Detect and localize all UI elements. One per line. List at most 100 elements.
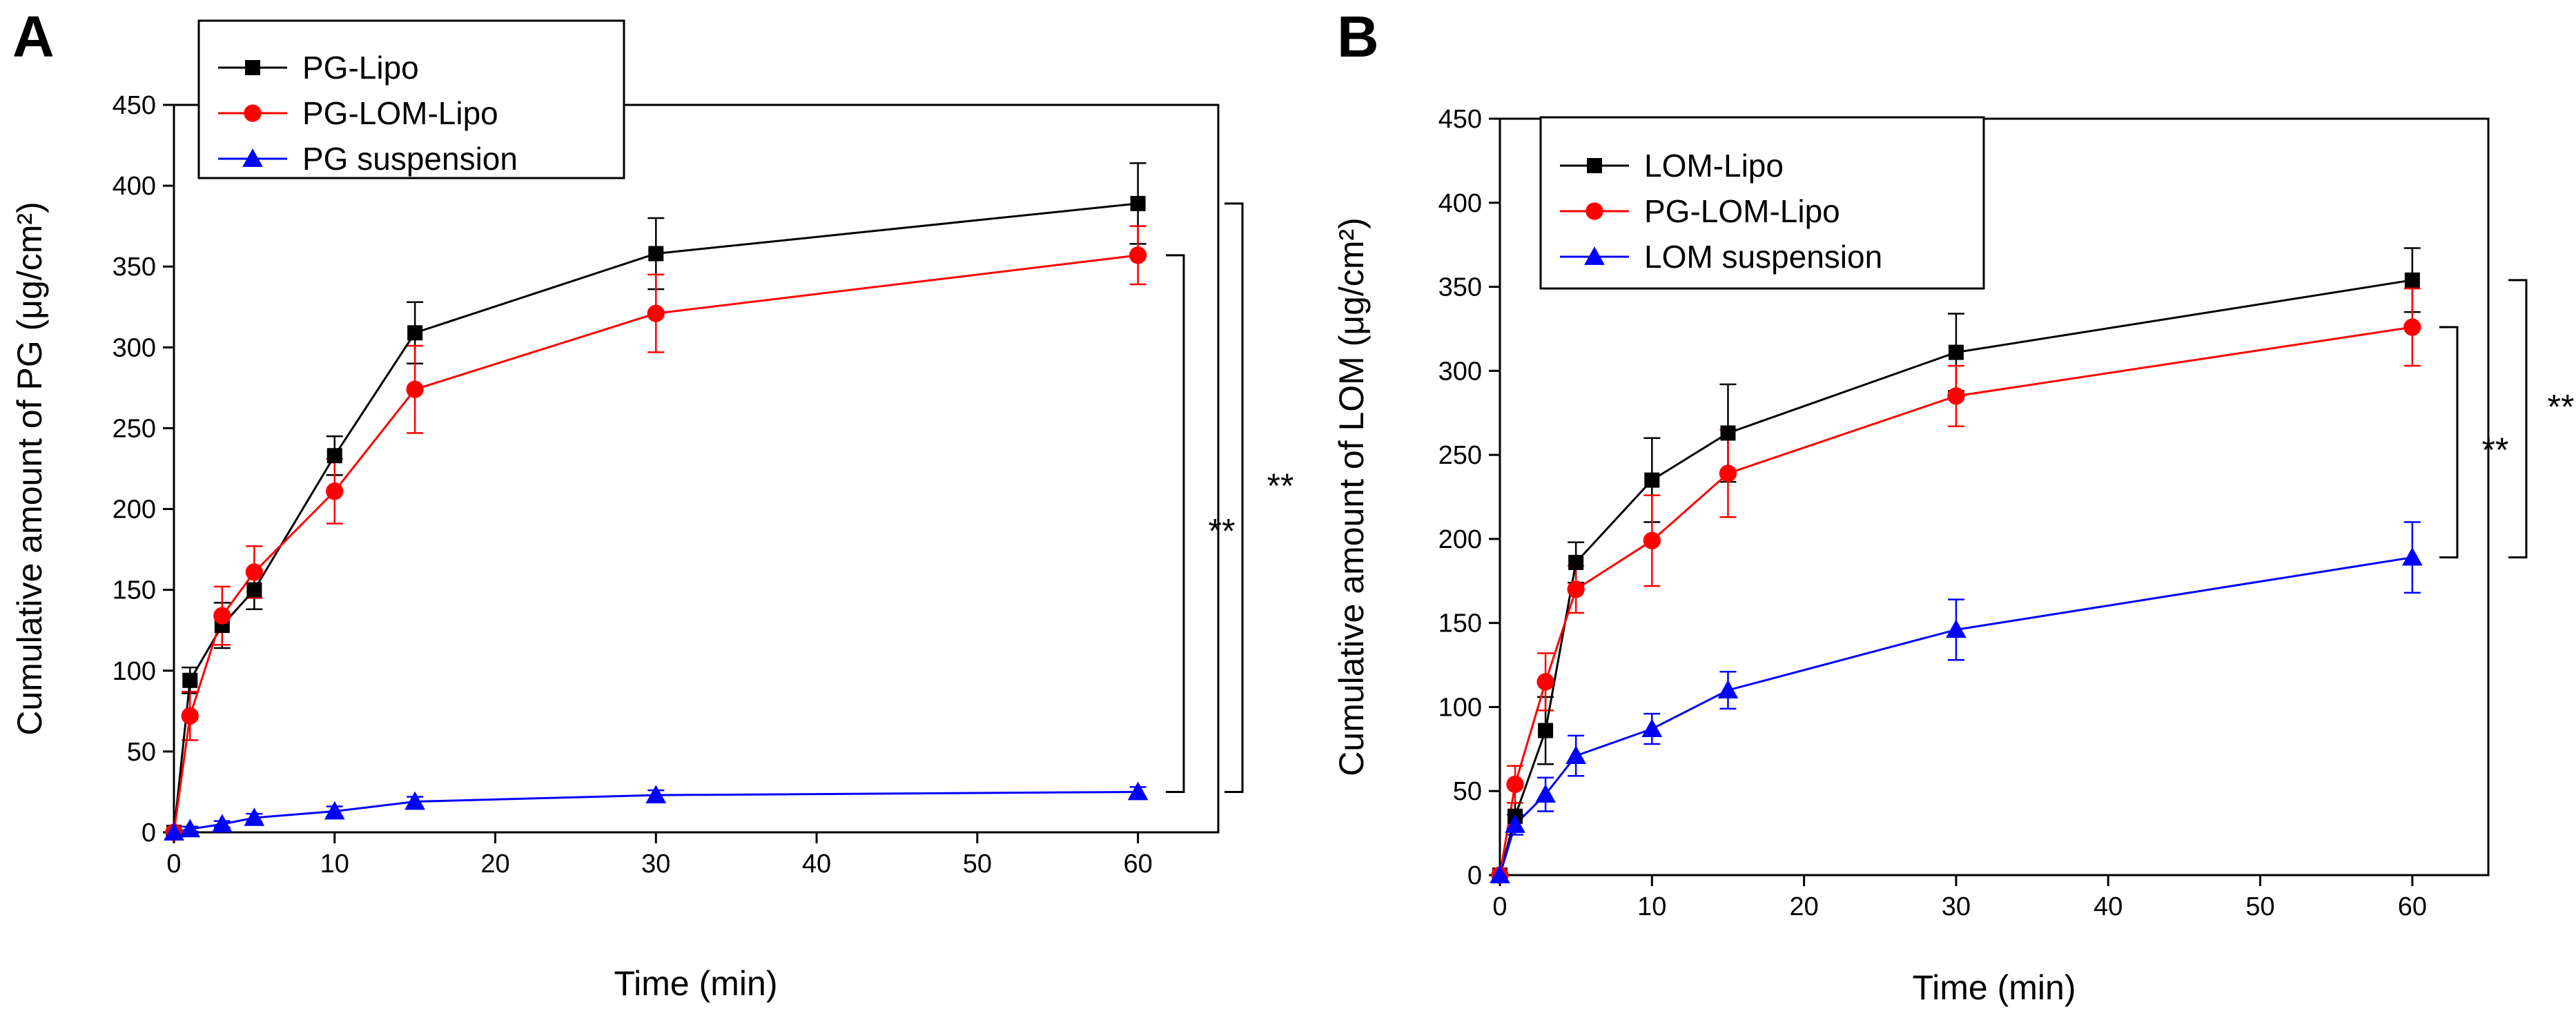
panel-b-lom-suspension-point: [1565, 745, 1587, 764]
panel-a-legend-swatch-marker: [245, 60, 260, 75]
panel-a-pg-suspension-point: [404, 791, 426, 810]
panel-b-y-tick-label: 350: [1438, 273, 1482, 302]
panel-b-pg-lom-lipo-point: [1719, 464, 1737, 482]
panel-b-lom-lipo-point: [1568, 554, 1584, 570]
panel-b-legend-box: [1539, 116, 1985, 290]
panel-a-x-tick-label: 50: [963, 850, 992, 879]
panel-b-pg-lom-lipo-line: [1499, 326, 2413, 876]
panel-a-y-tick-label: 350: [113, 253, 156, 282]
panel-b-significance-label: **: [2482, 431, 2509, 469]
panel-b-lom-suspension-point: [2401, 547, 2423, 566]
panel-b-letter: B: [1337, 4, 1379, 69]
panel-b-pg-lom-lipo-point: [1536, 673, 1554, 691]
panel-b-lom-lipo-point: [1538, 723, 1554, 738]
panel-b-lom-suspension-point: [1946, 619, 1967, 638]
panel-b-lom-suspension-point: [1717, 680, 1739, 698]
panel-b-pg-lom-lipo-point: [1567, 580, 1585, 598]
panel-a-x-tick-label: 10: [320, 850, 349, 879]
panel-a-pg-lipo-line: [173, 202, 1138, 833]
panel-a-legend-label: PG-LOM-Lipo: [302, 95, 498, 131]
panel-b-x-tick-label: 60: [2398, 892, 2427, 921]
panel-b-significance-brackets: ** **: [2439, 279, 2574, 559]
panel-b-legend: LOM-Lipo PG-LOM-Lipo LOM suspension: [1539, 116, 1985, 290]
panel-b-axis-ticks: 0 10 20 30 40 50 60 0 50 100 150 200 250 300 350 400 450: [1438, 105, 2427, 921]
panel-b-y-axis-title: Cumulative amount of LOM (μg/cm²): [1332, 217, 1371, 776]
panel-b-legend-label: LOM-Lipo: [1644, 148, 1784, 184]
panel-a-significance-label: **: [1267, 467, 1294, 505]
panel-b-legend-swatch-marker: [1585, 202, 1603, 220]
panel-a-pg-suspension-point: [179, 819, 201, 838]
panel-b-lom-suspension-point: [1641, 718, 1663, 737]
panel-a-legend-item-pg-suspension: PG suspension: [218, 141, 518, 177]
panel-b-y-tick-label: 200: [1438, 525, 1482, 554]
panel-b-x-tick-label: 40: [2094, 892, 2123, 921]
panel-b-x-tick-label: 50: [2245, 892, 2274, 921]
panel-a-legend-item-pg-lom-lipo: PG-LOM-Lipo: [218, 95, 498, 131]
panel-a-pg-lipo-point: [1130, 195, 1146, 211]
panel-a-y-tick-label: 400: [113, 172, 156, 201]
chart-panel-b: B 0 10 20 30 40 50 60 0 50 100 150 200 250 300 350 400 4…: [1332, 4, 2574, 1007]
panel-b-pg-lom-lipo-point: [1947, 387, 1965, 405]
panel-a-x-tick-label: 20: [480, 850, 509, 879]
panel-a-pg-lom-lipo-point: [1129, 246, 1147, 264]
panel-a-y-axis-title: Cumulative amount of PG (μg/cm²): [10, 202, 49, 736]
panel-b-y-tick-label: 150: [1438, 609, 1482, 638]
panel-b-x-tick-label: 10: [1637, 892, 1666, 921]
panel-a-x-tick-label: 0: [166, 850, 181, 879]
panel-a-pg-lipo-point: [407, 325, 423, 341]
panel-a-y-tick-label: 200: [113, 496, 156, 525]
panel-b-legend-label: LOM suspension: [1644, 239, 1882, 275]
panel-a-y-tick-label: 250: [113, 414, 156, 443]
panel-a-pg-suspension-point: [324, 801, 345, 820]
chart-panel-a: A 0 10 20 30 40 50 60 0 50 100 150 200 250 300 350 400 4…: [10, 4, 1294, 1003]
panel-b-x-tick-label: 30: [1942, 892, 1971, 921]
panel-b-y-tick-label: 100: [1438, 693, 1482, 722]
panel-b-x-tick-label: 20: [1789, 892, 1818, 921]
panel-b-pg-lom-lipo-point: [1643, 531, 1661, 549]
panel-a-x-tick-label: 40: [802, 850, 831, 879]
panel-b-plot-frame: [1499, 117, 2490, 876]
panel-a-pg-lipo-point: [326, 448, 342, 464]
panel-a-pg-suspension-line: [173, 790, 1138, 834]
panel-a-y-tick-label: 300: [113, 333, 156, 362]
panel-b-legend-swatch-marker: [1584, 246, 1605, 265]
panel-a-significance-label: **: [1209, 512, 1236, 551]
panel-b-lom-lipo-point: [1948, 344, 1964, 360]
panel-b-x-axis-title: Time (min): [1912, 968, 2076, 1007]
panel-b-lom-suspension-point: [1535, 784, 1556, 803]
panel-b-lom-suspension-point: [1505, 814, 1525, 833]
panel-b-x-tick-label: 0: [1492, 892, 1507, 921]
panel-a-pg-lom-lipo-point: [406, 380, 424, 398]
panel-a-letter: A: [12, 4, 55, 69]
panel-b-legend-item-pg-lom-lipo: PG-LOM-Lipo: [1560, 193, 1840, 229]
panel-b-pg-lom-lipo-point: [2403, 318, 2421, 336]
panel-b-y-tick-label: 450: [1438, 105, 1482, 134]
panel-a-x-tick-label: 30: [641, 850, 670, 879]
panel-a-significance-brackets: ** **: [1166, 202, 1294, 793]
panel-b-lom-suspension-point: [1490, 865, 1510, 883]
panel-a-data-markers: [164, 195, 1149, 841]
panel-a-pg-suspension-point: [1127, 781, 1149, 801]
panel-a-pg-suspension-point: [244, 807, 265, 826]
panel-a-significance-bracket: [1166, 254, 1185, 793]
panel-b-lom-lipo-point: [1644, 472, 1660, 488]
panel-b-legend-item-lom-suspension: LOM suspension: [1560, 239, 1882, 275]
panel-b-lom-lipo-point: [1720, 425, 1736, 441]
panel-a-x-tick-label: 60: [1123, 850, 1152, 879]
panel-b-y-tick-label: 400: [1438, 189, 1482, 218]
panel-a-pg-suspension-point: [211, 814, 233, 833]
panel-b-lom-lipo-point: [2404, 272, 2420, 288]
panel-a-y-tick-label: 100: [113, 657, 156, 686]
panel-a-y-tick-label: 0: [142, 819, 156, 848]
panel-a-legend-label: PG-Lipo: [302, 50, 419, 86]
panel-b-lom-lipo-line: [1499, 279, 2413, 876]
panel-a-pg-lipo-point: [246, 582, 262, 598]
panel-a-pg-lipo-point: [648, 246, 664, 262]
panel-b-legend-label: PG-LOM-Lipo: [1644, 193, 1840, 229]
panel-a-significance-bracket: [1224, 202, 1244, 793]
panel-a-y-tick-label: 50: [127, 738, 156, 767]
panel-a-y-tick-label: 150: [113, 576, 156, 605]
panel-a-plot-frame: [173, 104, 1220, 834]
panel-b-y-tick-label: 300: [1438, 357, 1482, 386]
